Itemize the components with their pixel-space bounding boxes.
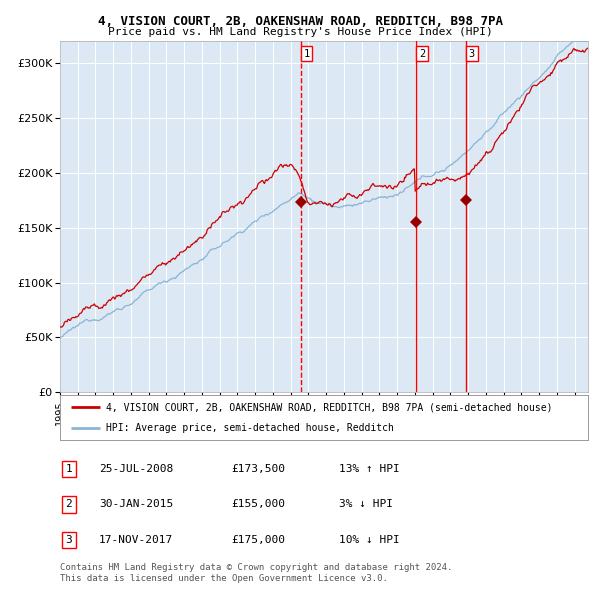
Text: 3: 3 [65, 535, 73, 545]
Text: £175,000: £175,000 [231, 535, 285, 545]
Text: HPI: Average price, semi-detached house, Redditch: HPI: Average price, semi-detached house,… [106, 423, 394, 433]
Text: 4, VISION COURT, 2B, OAKENSHAW ROAD, REDDITCH, B98 7PA: 4, VISION COURT, 2B, OAKENSHAW ROAD, RED… [97, 15, 503, 28]
Text: 4, VISION COURT, 2B, OAKENSHAW ROAD, REDDITCH, B98 7PA (semi-detached house): 4, VISION COURT, 2B, OAKENSHAW ROAD, RED… [106, 403, 553, 412]
Text: £173,500: £173,500 [231, 464, 285, 474]
Text: 13% ↑ HPI: 13% ↑ HPI [339, 464, 400, 474]
Text: £155,000: £155,000 [231, 500, 285, 509]
Text: 30-JAN-2015: 30-JAN-2015 [99, 500, 173, 509]
Text: 3: 3 [469, 48, 475, 58]
Text: 17-NOV-2017: 17-NOV-2017 [99, 535, 173, 545]
Text: 2: 2 [65, 500, 73, 509]
Text: 3% ↓ HPI: 3% ↓ HPI [339, 500, 393, 509]
Text: 1: 1 [65, 464, 73, 474]
Text: 25-JUL-2008: 25-JUL-2008 [99, 464, 173, 474]
Text: 10% ↓ HPI: 10% ↓ HPI [339, 535, 400, 545]
Text: 2: 2 [419, 48, 425, 58]
Text: This data is licensed under the Open Government Licence v3.0.: This data is licensed under the Open Gov… [60, 573, 388, 583]
Text: 1: 1 [304, 48, 310, 58]
Text: Price paid vs. HM Land Registry's House Price Index (HPI): Price paid vs. HM Land Registry's House … [107, 27, 493, 37]
Text: Contains HM Land Registry data © Crown copyright and database right 2024.: Contains HM Land Registry data © Crown c… [60, 563, 452, 572]
